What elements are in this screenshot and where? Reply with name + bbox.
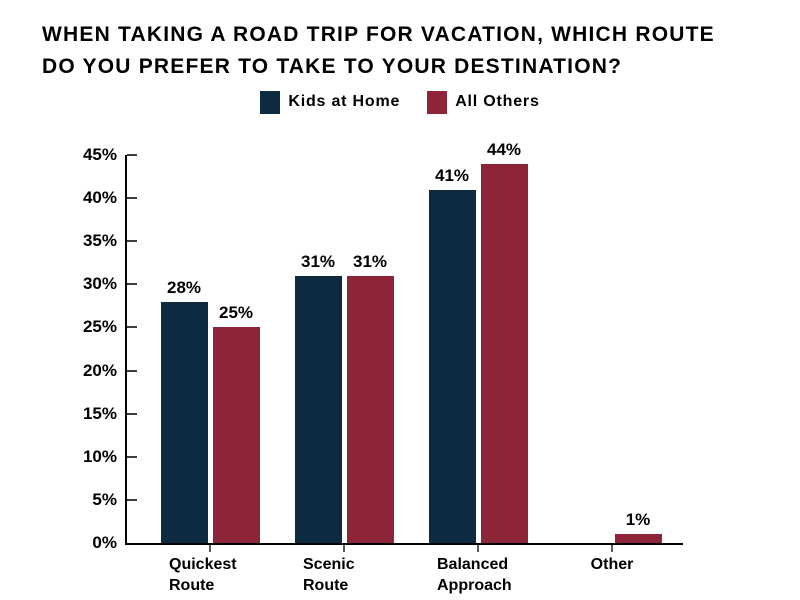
y-tick-label-40: 40% xyxy=(82,188,117,208)
y-tick-25 xyxy=(127,326,137,329)
value-label-kids-at-home-scenic-route: 31% xyxy=(300,251,336,271)
value-label-all-others-other: 1% xyxy=(625,510,651,530)
x-tick-balanced-approach xyxy=(477,545,479,552)
legend-swatch-all-others xyxy=(427,90,448,114)
category-label-scenic-route: Scenic Route xyxy=(303,556,355,594)
legend: Kids at Home All Others xyxy=(0,90,800,114)
plot-area: 0% 5% 10% 15% 20% 25% 30% 35% 40% 45% Quickest Rou… xyxy=(83,140,683,594)
legend-label-kids-at-home: Kids at Home xyxy=(288,93,401,110)
bar-kids-at-home-quickest-route xyxy=(160,301,208,543)
bar-all-others-balanced-approach xyxy=(480,163,528,543)
bar-kids-at-home-balanced-approach xyxy=(428,189,476,543)
legend-item-all-others: All Others xyxy=(427,90,540,114)
value-label-all-others-balanced-approach: 44% xyxy=(486,139,522,159)
x-tick-quickest-route xyxy=(209,545,211,552)
category-label-balanced-approach: Balanced Approach xyxy=(437,556,512,594)
value-label-all-others-quickest-route: 25% xyxy=(218,303,254,323)
chart-title-line1: WHEN TAKING A ROAD TRIP FOR VACATION, WH… xyxy=(42,23,715,46)
category-label-quickest-route: Quickest Route xyxy=(169,556,237,594)
value-label-all-others-scenic-route: 31% xyxy=(352,251,388,271)
value-label-kids-at-home-balanced-approach: 41% xyxy=(434,165,470,185)
y-tick-45 xyxy=(127,154,137,156)
y-tick-label-35: 35% xyxy=(82,231,117,251)
x-tick-other xyxy=(611,545,613,552)
category-label-other: Other xyxy=(590,556,634,573)
y-tick-label-20: 20% xyxy=(82,360,117,380)
y-tick-label-10: 10% xyxy=(82,446,117,466)
value-label-kids-at-home-quickest-route: 28% xyxy=(166,277,202,297)
y-tick-label-45: 45% xyxy=(82,145,117,164)
legend-swatch-kids-at-home xyxy=(260,90,281,114)
bar-all-others-quickest-route xyxy=(212,327,260,543)
y-tick-label-15: 15% xyxy=(82,403,117,423)
x-tick-scenic-route xyxy=(343,545,345,552)
chart-title-line2: DO YOU PREFER TO TAKE TO YOUR DESTINATIO… xyxy=(42,55,623,78)
y-tick-5 xyxy=(127,498,137,501)
y-tick-35 xyxy=(127,240,137,243)
y-tick-40 xyxy=(127,197,137,200)
y-tick-label-25: 25% xyxy=(82,317,117,337)
legend-label-all-others: All Others xyxy=(455,93,540,110)
y-tick-15 xyxy=(127,412,137,415)
bar-kids-at-home-scenic-route xyxy=(294,275,342,543)
y-tick-label-5: 5% xyxy=(92,489,117,509)
y-tick-label-0: 0% xyxy=(92,533,117,552)
legend-item-kids-at-home: Kids at Home xyxy=(260,90,401,114)
bar-all-others-other xyxy=(614,534,662,543)
y-tick-20 xyxy=(127,369,137,372)
chart-title: WHEN TAKING A ROAD TRIP FOR VACATION, WH… xyxy=(42,19,782,83)
y-tick-label-30: 30% xyxy=(82,274,117,294)
y-tick-30 xyxy=(127,283,137,286)
y-tick-10 xyxy=(127,455,137,458)
bar-all-others-scenic-route xyxy=(346,275,394,543)
